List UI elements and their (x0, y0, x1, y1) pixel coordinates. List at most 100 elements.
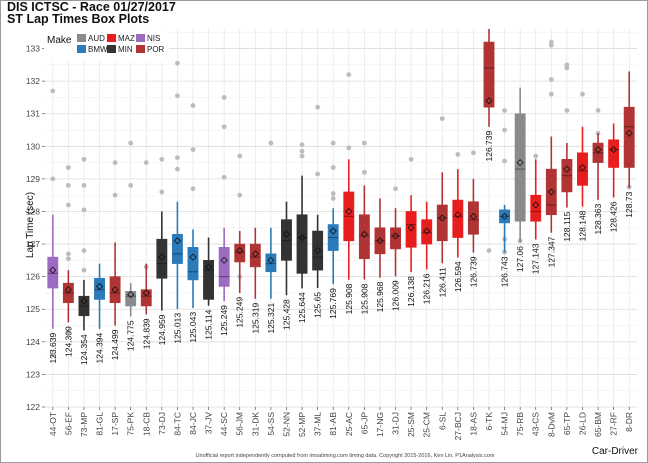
outlier-point (564, 65, 570, 71)
outlier-point (221, 95, 227, 100)
mean-marker (454, 211, 462, 219)
outlier-point (268, 140, 274, 146)
mean-marker (251, 250, 259, 258)
box-iqr (187, 247, 199, 281)
outlier-point (548, 39, 554, 45)
mean-marker (80, 297, 88, 305)
outlier-point (237, 153, 243, 159)
mean-marker (360, 230, 368, 238)
box-73-MP (78, 156, 90, 331)
legend-label-maz: MAZ (118, 34, 135, 43)
fastest-lap-label: 125.321 (266, 303, 276, 334)
x-tick-label: 81-AB (328, 412, 338, 436)
box-54-MJ (499, 108, 511, 255)
mean-marker (173, 237, 181, 245)
box-iqr (171, 233, 183, 264)
box-iqr (125, 291, 137, 307)
box-iqr (343, 191, 355, 242)
mean-marker (64, 286, 72, 294)
x-tick-label: 54-MJ (500, 412, 510, 436)
mean-marker (345, 207, 353, 216)
box-iqr (608, 139, 620, 168)
fastest-lap-label: 128.115 (562, 211, 572, 241)
outlier-point (502, 158, 507, 164)
box-31-DJ (390, 186, 401, 277)
box-44-SC (218, 95, 230, 302)
outlier-point (190, 147, 196, 152)
mean-marker (158, 253, 166, 261)
y-axis: 122 123 124 125 126 127 128 129 130 131 132 133 (26, 44, 45, 412)
outlier-point (143, 160, 149, 166)
fastest-lap-label: 126.739 (484, 130, 494, 161)
fastest-lap-label: 125.65 (313, 292, 323, 318)
fastest-lap-label: 125.249 (219, 305, 229, 336)
mean-marker (298, 233, 306, 242)
outlier-point (65, 183, 71, 188)
x-tick-label: 65-BM (593, 412, 603, 437)
mean-marker (189, 253, 197, 261)
mean-marker (407, 224, 415, 232)
fastest-lap-label: 125.769 (328, 288, 338, 319)
box-27-RF (608, 123, 620, 198)
outlier-point (65, 251, 71, 257)
outlier-point (112, 160, 118, 166)
outlier-point (221, 124, 227, 130)
mean-marker (205, 263, 213, 271)
outlier-point (330, 191, 336, 196)
fastest-lap-label: 124.394 (95, 333, 105, 364)
box-18-CB (140, 160, 152, 315)
y-tick-label: 131 (26, 109, 40, 119)
x-tick-label: 54-SS (266, 412, 276, 436)
fastest-lap-label: 126.594 (453, 261, 463, 292)
outlier-point (50, 176, 56, 182)
box-27-BCJ (452, 152, 464, 258)
legend-label-bmw: BMW (88, 45, 108, 54)
box-iqr (249, 243, 261, 268)
fastest-lap-label: 128.363 (593, 203, 603, 234)
mean-marker (111, 286, 119, 294)
box-iqr (452, 199, 464, 238)
box-8-DvM (545, 39, 557, 233)
box-series (47, 29, 635, 358)
x-tick-label: 43-CS (531, 412, 541, 436)
box-iqr (78, 295, 90, 317)
box-6-SL (436, 116, 448, 264)
box-31-DK (249, 227, 261, 299)
outlier-point (408, 156, 414, 162)
fastest-lap-label: 124.309 (63, 326, 73, 357)
x-tick-label: 52-NN (281, 412, 291, 437)
fastest-lap-label: 128.73 (624, 191, 634, 217)
mean-marker (314, 247, 322, 255)
x-tick-label: 56-JM (235, 412, 245, 436)
mean-marker (438, 214, 446, 222)
box-44-OT (47, 88, 59, 358)
legend-title: Make (47, 35, 72, 46)
mean-marker (516, 159, 524, 167)
fastest-lap-label: 126.009 (391, 280, 401, 311)
outlier-point (81, 248, 87, 253)
outlier-point (548, 91, 554, 97)
footer-credit: Unofficial report independently computed… (196, 453, 495, 459)
outlier-point (65, 165, 71, 170)
box-56-EF (62, 165, 74, 335)
outlier-point (564, 108, 570, 113)
x-tick-label: 31-DJ (391, 412, 401, 435)
mean-marker (547, 188, 555, 196)
box-25-SM (405, 156, 417, 273)
fastest-lap-label: 128.148 (577, 210, 587, 241)
x-tick-label: 18-AS (468, 412, 478, 436)
x-tick-label: 75-RB (515, 412, 525, 436)
y-tick-label: 133 (26, 44, 40, 54)
mean-marker (282, 230, 291, 238)
outlier-point (439, 116, 445, 122)
fastest-lap-label: 124.775 (126, 320, 136, 351)
fastest-labels: 123.639 124.309 124.354 124.394 124.499 124.7… (48, 130, 634, 365)
x-tick-label: 37-JV (204, 412, 214, 435)
outlier-point (175, 155, 180, 161)
mean-marker (501, 212, 509, 220)
box-18-AS (467, 150, 479, 253)
x-tick-label: 84-TC (172, 412, 182, 436)
x-tick-label: 37-ML (313, 412, 323, 436)
outlier-point (471, 150, 476, 156)
